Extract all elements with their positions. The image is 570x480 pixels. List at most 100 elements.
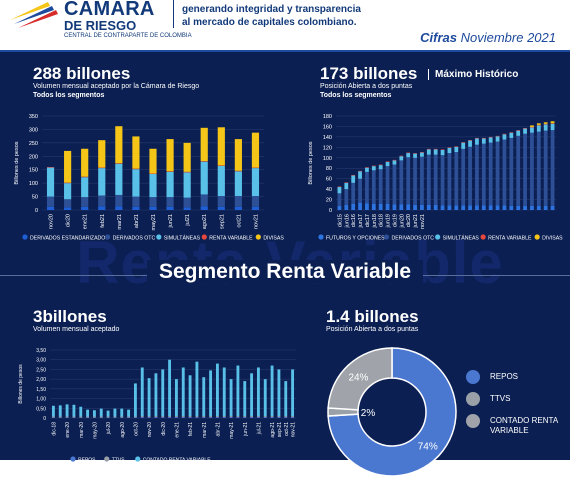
bar-segment — [426, 149, 431, 155]
bar-segment — [277, 416, 281, 418]
bar-segment — [530, 132, 534, 206]
bar-segment — [200, 127, 208, 162]
chart3-headline: 3billones — [33, 307, 107, 326]
bar-segment — [132, 169, 140, 197]
bar-segment — [516, 130, 521, 136]
bar-segment — [461, 142, 466, 149]
legend-label: DIVISAS — [263, 236, 284, 242]
legend-item-contado: CONTADO RENTA VARIABLE — [466, 414, 566, 438]
bar-segment — [250, 417, 254, 418]
bar-segment — [115, 194, 123, 207]
bar-segment — [371, 203, 376, 210]
bar-segment — [166, 171, 174, 198]
chart4-headline: 1.4 billones — [326, 307, 419, 326]
bar-segment — [92, 410, 96, 417]
report-date: Cifras Noviembre 2021 — [420, 30, 556, 45]
bar-segment — [106, 416, 110, 418]
bar-segment — [234, 171, 242, 197]
bar-segment — [243, 417, 247, 418]
bar-segment — [251, 168, 260, 197]
x-tick-label: dic-18 — [51, 422, 57, 436]
bar-segment — [461, 148, 466, 206]
bar-segment — [371, 165, 376, 167]
bar-segment — [385, 203, 390, 210]
bar-segment — [217, 165, 225, 166]
x-tick-label: dic19 — [392, 214, 398, 227]
bar-segment — [358, 178, 362, 203]
x-tick-label: jul21 — [185, 214, 191, 227]
bar-segment — [234, 139, 242, 171]
bar-segment — [200, 206, 208, 210]
bar-segment — [115, 126, 123, 164]
legend-swatch — [383, 234, 390, 240]
bar-segment — [98, 195, 106, 207]
bar-segment — [440, 155, 445, 206]
bar-segment — [536, 125, 541, 132]
bar-segment — [86, 409, 90, 417]
legend-swatch — [201, 234, 207, 240]
bar-segment — [86, 417, 90, 418]
bar-segment — [530, 127, 534, 133]
x-tick-label: nov21 — [420, 214, 426, 229]
bar-segment — [468, 205, 472, 210]
report-date-month: Noviembre 2021 — [457, 30, 556, 45]
legend-label-repos: REPOS — [490, 372, 519, 381]
bar-segment — [413, 157, 417, 205]
bar-segment — [99, 408, 103, 417]
bar-segment — [188, 375, 192, 417]
x-tick-label: mar-21 — [202, 422, 208, 438]
bar-segment — [420, 152, 424, 157]
x-tick-label: ago-20 — [120, 422, 126, 438]
legend-swatch — [534, 234, 540, 240]
bar-segment — [229, 416, 233, 418]
bar-segment — [392, 160, 397, 165]
bar-segment — [106, 417, 110, 418]
x-tick-label: mar21 — [117, 214, 123, 230]
bar-segment — [270, 417, 274, 418]
legend-swatch — [318, 234, 324, 240]
bar-segment — [222, 416, 226, 418]
bar-segment — [365, 167, 369, 168]
bar-segment — [291, 417, 295, 418]
bar-segment — [550, 123, 555, 124]
bar-segment — [502, 205, 507, 210]
bar-segment — [140, 367, 144, 417]
bar-segment — [420, 156, 424, 205]
bar-segment — [291, 369, 295, 417]
bar-segment — [202, 377, 206, 417]
bar-segment — [127, 416, 131, 418]
bar-segment — [550, 205, 555, 210]
bar-segment — [132, 168, 140, 170]
bar-segment — [277, 369, 281, 417]
bar-segment — [58, 405, 62, 417]
bar-segment — [284, 417, 288, 418]
bar-segment — [406, 204, 411, 210]
bar-segment — [351, 175, 356, 176]
y-tick-label: 160 — [323, 124, 332, 130]
bar-segment — [79, 406, 83, 417]
report-date-bold: Cifras — [420, 30, 457, 45]
y-tick-label: 100 — [323, 156, 332, 162]
bar-segment — [406, 153, 411, 158]
x-tick-label: oct-20 — [133, 422, 139, 436]
x-tick-label: dic-20 — [161, 422, 167, 436]
x-tick-label: dic20 — [66, 214, 72, 227]
chart1-subtitle: Volumen mensual aceptado por la Cámara d… — [33, 83, 200, 90]
bar-segment — [46, 206, 55, 210]
bar-segment — [263, 379, 267, 417]
bar-segment — [106, 410, 110, 417]
legend-label: SIMULTÁNEAS — [443, 235, 480, 242]
bar-segment — [99, 417, 103, 418]
x-tick-label: jun-21 — [243, 422, 249, 437]
bar-segment — [481, 205, 486, 210]
bar-segment — [215, 417, 219, 418]
x-tick-label: ene-20 — [65, 422, 71, 438]
tagline-line-2: al mercado de capitales colombiano. — [182, 17, 357, 28]
bar-segment — [149, 197, 157, 207]
bar-segment — [202, 416, 206, 418]
donut-slice — [327, 347, 393, 411]
bar-segment — [495, 205, 500, 210]
legend-label: DERIVADOS OTC — [391, 236, 434, 242]
x-tick-label: nov-20 — [147, 422, 153, 438]
legend-swatch — [135, 456, 141, 462]
